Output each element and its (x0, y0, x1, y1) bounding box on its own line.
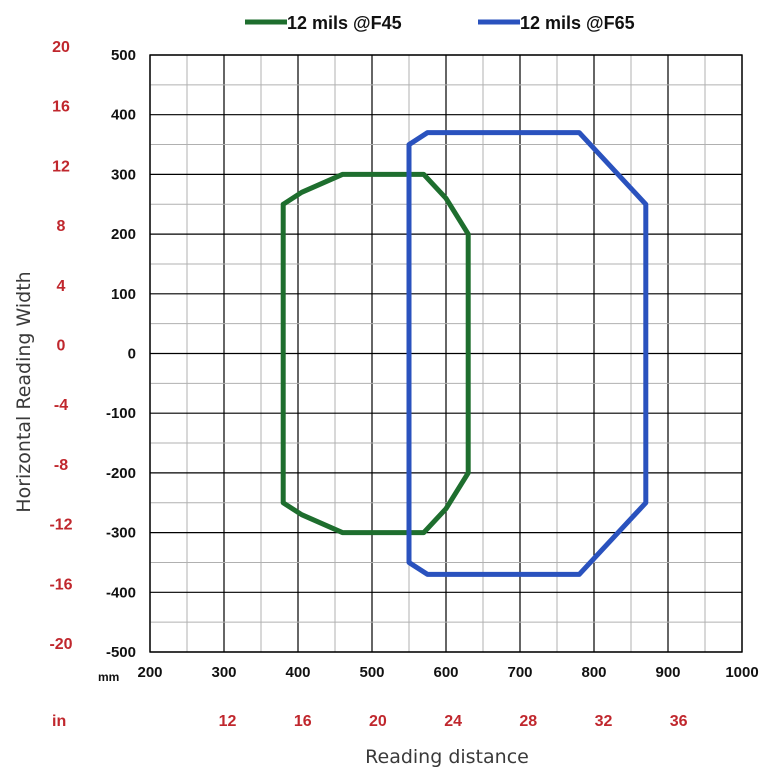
y-tick-label-in: -12 (49, 517, 72, 534)
x-tick-label-in: 16 (294, 713, 312, 730)
y-tick-label-mm: -400 (106, 584, 136, 601)
y-tick-label-in: 16 (52, 99, 70, 116)
y-tick-label-in: -20 (49, 636, 72, 653)
y-tick-label-mm: -500 (106, 644, 136, 661)
x-tick-label-in: 28 (519, 713, 537, 730)
x-tick-label-mm: 700 (507, 664, 532, 681)
grid (149, 54, 743, 653)
y-tick-label-mm: 400 (111, 107, 136, 124)
x-tick-label-mm: 500 (359, 664, 384, 681)
x-tick-label-in: 20 (369, 713, 387, 730)
x-tick-label-mm: 800 (581, 664, 606, 681)
y-tick-label-in: 20 (52, 39, 70, 56)
legend-label-f65: 12 mils @F65 (520, 13, 635, 33)
x-tick-label-in: 12 (219, 713, 237, 730)
x-axis-title: Reading distance (365, 746, 529, 768)
y-tick-label-mm: 0 (128, 346, 136, 363)
y-tick-label-mm: -200 (106, 465, 136, 482)
y-tick-label-mm: 100 (111, 286, 136, 303)
x-tick-label-mm: 400 (285, 664, 310, 681)
x-tick-label-mm: 300 (211, 664, 236, 681)
y-tick-label-mm: 300 (111, 166, 136, 183)
x-unit-mm-label: mm (98, 670, 119, 684)
y-tick-labels: 5002040016300122008100400-100-4-200-8-30… (49, 39, 136, 661)
y-tick-label-in: 8 (57, 218, 66, 235)
y-axis-title: Horizontal Reading Width (13, 271, 35, 512)
series-line-1 (406, 130, 649, 577)
x-tick-label-mm: 900 (655, 664, 680, 681)
x-tick-label-mm: 600 (433, 664, 458, 681)
y-tick-label-in: -16 (49, 576, 72, 593)
x-tick-label-mm: 1000 (725, 664, 758, 681)
x-tick-label-in: 24 (444, 713, 462, 730)
x-tick-labels: 200 300 400 500 600 700 800 900 1000 12 16 20 24 28 32… (137, 664, 758, 730)
y-tick-label-mm: -100 (106, 405, 136, 422)
y-tick-label-in: -4 (54, 397, 68, 414)
y-tick-label-in: -8 (54, 457, 68, 474)
legend-label-f45: 12 mils @F45 (287, 13, 402, 33)
plot-area-border (149, 54, 743, 653)
x-tick-label-in: 32 (595, 713, 613, 730)
legend: 12 mils @F45 12 mils @F65 (245, 13, 635, 33)
y-tick-label-mm: 500 (111, 47, 136, 64)
x-unit-in-label: in (52, 713, 66, 730)
y-tick-label-in: 0 (57, 338, 66, 355)
y-tick-label-mm: -300 (106, 525, 136, 542)
x-tick-label-mm: 200 (137, 664, 162, 681)
y-tick-label-in: 12 (52, 158, 70, 175)
y-tick-label-mm: 200 (111, 226, 136, 243)
y-tick-label-in: 4 (57, 278, 66, 295)
series-group (280, 130, 649, 577)
series-line-0 (280, 171, 471, 536)
x-tick-label-in: 36 (670, 713, 688, 730)
